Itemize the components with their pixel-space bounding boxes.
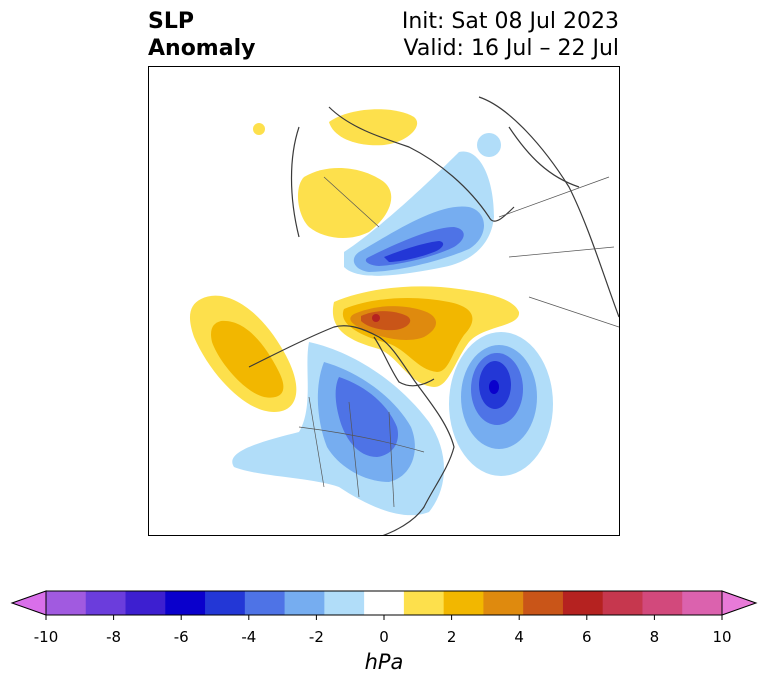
- valid-range: Valid: 16 Jul – 22 Jul: [403, 36, 619, 61]
- colorbar-tick-label: -6: [173, 628, 189, 646]
- anomaly-positive-7: [372, 314, 380, 322]
- colorbar-swatch: [205, 591, 246, 615]
- map-panel: [148, 66, 620, 536]
- colorbar-swatch: [284, 591, 325, 615]
- anomaly-negative-10: [489, 380, 499, 394]
- colorbar-swatch: [403, 591, 445, 615]
- colorbar-tick-label: -2: [308, 628, 324, 646]
- colorbar-swatch: [602, 591, 643, 615]
- colorbar-tick-label: 8: [649, 628, 660, 646]
- colorbar-tick-label: -4: [241, 628, 257, 646]
- colorbar-tick-label: -10: [33, 628, 59, 646]
- colorbar-tick-label: 10: [712, 628, 732, 646]
- anomaly-positive-2: [211, 320, 284, 398]
- colorbar-tick-label: 4: [514, 628, 524, 646]
- colorbar-swatch: [244, 591, 286, 615]
- colorbar-swatch: [562, 591, 604, 615]
- colorbar-swatch: [125, 591, 166, 615]
- anomaly-negative-5: [477, 133, 501, 157]
- colorbar-swatch: [46, 591, 87, 615]
- colorbar-swatch: [642, 591, 683, 615]
- colorbar-swatch: [324, 591, 365, 615]
- colorbar-tick-label: 0: [379, 628, 389, 646]
- coastlines: [248, 96, 619, 535]
- title-line-1: SLP: [148, 9, 194, 34]
- anomaly-positive-10: [253, 123, 265, 135]
- colorbar-extend-low: [10, 590, 47, 616]
- colorbar: [0, 585, 768, 685]
- slp-anomaly-map: [189, 96, 619, 535]
- colorbar-extend-high: [721, 590, 758, 616]
- title-line-2: Anomaly: [148, 36, 256, 61]
- init-date: Init: Sat 08 Jul 2023: [401, 9, 619, 34]
- colorbar-tick-label: -8: [106, 628, 122, 646]
- colorbar-swatch: [682, 591, 723, 615]
- colorbar-swatch: [85, 591, 127, 615]
- colorbar-swatch: [483, 591, 524, 615]
- colorbar-unit: hPa: [364, 650, 404, 674]
- colorbar-swatch: [523, 591, 564, 615]
- colorbar-tick-label: 6: [582, 628, 592, 646]
- borders: [298, 176, 619, 508]
- anomaly-negative-4: [384, 241, 444, 262]
- forecast-dates: Init: Sat 08 Jul 2023 Valid: 16 Jul – 22…: [402, 8, 619, 62]
- colorbar-bar: [10, 590, 758, 620]
- colorbar-swatch: [165, 591, 206, 615]
- colorbar-tick-label: 2: [446, 628, 457, 646]
- colorbar-swatch: [443, 591, 484, 615]
- anomaly-negative-13: [335, 377, 399, 457]
- anomaly-positive-8: [297, 167, 392, 239]
- colorbar-swatch: [364, 591, 405, 615]
- anomaly-positive-9: [329, 109, 418, 146]
- map-title: SLP Anomaly: [148, 8, 255, 62]
